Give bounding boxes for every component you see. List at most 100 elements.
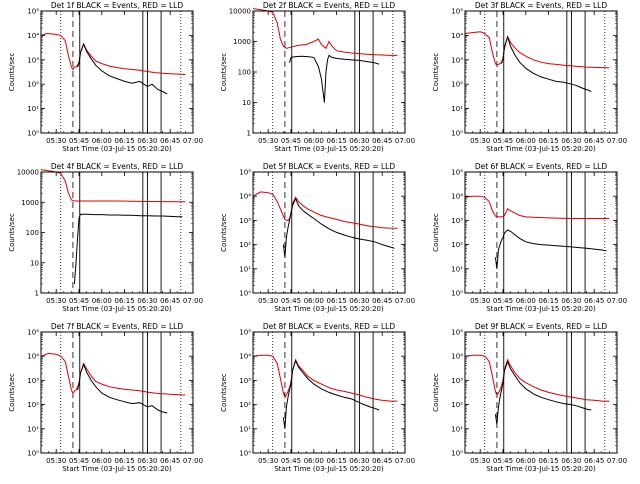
x-tick-label: 05:30 [470, 297, 490, 305]
x-tick-label: 05:30 [46, 297, 66, 305]
y-tick-label: 1 [35, 290, 39, 298]
y-tick-label: 10³ [451, 217, 463, 225]
x-tick-label: 05:30 [46, 137, 66, 145]
x-tick-label: 06:00 [516, 297, 536, 305]
y-tick-label: 10⁵ [451, 169, 463, 177]
events-series-line [77, 363, 168, 414]
events-series-line [501, 35, 592, 92]
y-tick-label: 10⁵ [451, 329, 463, 337]
panel-title: Det 4f BLACK = Events, RED = LLD [51, 162, 184, 171]
x-tick-label: 05:45 [493, 137, 513, 145]
x-tick-label: 06:30 [349, 457, 369, 465]
y-axis-label: Counts/sec [220, 213, 228, 252]
plot-frame [252, 171, 406, 294]
x-tick-label: 07:00 [607, 297, 627, 305]
x-tick-label: 07:00 [607, 457, 627, 465]
y-tick-label: 10⁰ [451, 290, 463, 298]
x-tick-label: 07:00 [395, 137, 415, 145]
y-tick-label: 10³ [239, 377, 251, 385]
detector-panel: Det 5f BLACK = Events, RED = LLD 05:30 05:… [220, 162, 415, 313]
detector-panel: Det 3f BLACK = Events, RED = LLD 05:30 05:… [432, 1, 627, 153]
x-axis-label: Start Time (03-Jul-15 05:20:20) [274, 465, 384, 473]
x-tick-label: 06:15 [539, 457, 559, 465]
y-tick-label: 10 [242, 99, 251, 107]
lld-series-line [464, 354, 610, 402]
panel-title: Det 7f BLACK = Events, RED = LLD [51, 322, 184, 331]
y-tick-label: 10⁰ [27, 130, 39, 138]
x-tick-label: 06:00 [516, 137, 536, 145]
x-tick-label: 05:45 [493, 297, 513, 305]
plot-frame [464, 171, 618, 294]
panel-title: Det 9f BLACK = Events, RED = LLD [475, 322, 608, 331]
x-tick-label: 06:15 [539, 137, 559, 145]
y-tick-label: 10² [27, 81, 39, 89]
lld-series-line [252, 191, 398, 229]
y-tick-label: 10⁴ [451, 32, 463, 40]
y-tick-label: 10⁰ [239, 290, 251, 298]
x-tick-label: 06:30 [349, 137, 369, 145]
events-series-line [282, 359, 380, 429]
y-tick-label: 10¹ [451, 105, 463, 113]
x-tick-label: 07:00 [183, 137, 203, 145]
y-tick-label: 10² [451, 81, 463, 89]
x-tick-label: 06:30 [137, 457, 157, 465]
events-series-line [73, 213, 183, 284]
lld-series-line [40, 352, 186, 396]
x-tick-label: 05:45 [69, 457, 89, 465]
x-tick-label: 06:45 [584, 457, 604, 465]
panel-title: Det 3f BLACK = Events, RED = LLD [475, 1, 608, 10]
y-tick-label: 10¹ [451, 265, 463, 273]
lld-series-line [40, 169, 186, 203]
detector-panel: Det 9f BLACK = Events, RED = LLD 05:30 05:… [432, 322, 627, 473]
x-tick-label: 06:45 [372, 457, 392, 465]
plot-frame [464, 331, 618, 454]
y-tick-label: 10⁴ [27, 353, 39, 361]
plot-frame [252, 10, 406, 134]
events-series-line [494, 360, 592, 425]
x-tick-label: 06:15 [539, 297, 559, 305]
y-tick-label: 10² [451, 401, 463, 409]
y-tick-label: 10⁰ [239, 450, 251, 458]
x-tick-label: 06:00 [516, 457, 536, 465]
x-tick-label: 06:30 [561, 457, 581, 465]
x-axis-label: Start Time (03-Jul-15 05:20:20) [62, 305, 172, 313]
y-tick-label: 10000 [229, 8, 251, 16]
x-tick-label: 06:45 [160, 457, 180, 465]
panel-title: Det 2f BLACK = Events, RED = LLD [263, 1, 396, 10]
x-tick-label: 06:45 [372, 137, 392, 145]
y-axis-label: Counts/sec [432, 213, 440, 252]
x-tick-label: 07:00 [395, 457, 415, 465]
panel-title: Det 1f BLACK = Events, RED = LLD [51, 1, 184, 10]
x-tick-label: 06:45 [160, 297, 180, 305]
y-tick-label: 10³ [451, 56, 463, 64]
y-axis-label: Counts/sec [8, 53, 16, 92]
x-tick-label: 06:15 [115, 137, 135, 145]
events-series-line [289, 54, 380, 103]
x-tick-label: 05:30 [46, 457, 66, 465]
x-axis-label: Start Time (03-Jul-15 05:20:20) [486, 465, 596, 473]
y-tick-label: 10⁰ [27, 450, 39, 458]
x-tick-label: 05:45 [69, 137, 89, 145]
x-axis-label: Start Time (03-Jul-15 05:20:20) [486, 145, 596, 153]
x-tick-label: 06:30 [137, 297, 157, 305]
panel-title: Det 8f BLACK = Events, RED = LLD [263, 322, 396, 331]
y-tick-label: 10⁵ [239, 169, 251, 177]
y-tick-label: 10⁴ [239, 353, 251, 361]
y-tick-label: 10⁵ [451, 8, 463, 16]
x-tick-label: 06:15 [327, 137, 347, 145]
x-tick-label: 06:45 [584, 137, 604, 145]
y-tick-label: 10² [451, 241, 463, 249]
y-axis-label: Counts/sec [220, 53, 228, 92]
y-tick-label: 10 [30, 259, 39, 267]
x-tick-label: 06:45 [372, 297, 392, 305]
x-tick-label: 06:15 [115, 297, 135, 305]
panel-title: Det 6f BLACK = Events, RED = LLD [475, 162, 608, 171]
x-tick-label: 06:30 [561, 137, 581, 145]
plot-frame [464, 10, 618, 134]
x-tick-label: 06:30 [137, 137, 157, 145]
x-axis-label: Start Time (03-Jul-15 05:20:20) [274, 145, 384, 153]
x-axis-label: Start Time (03-Jul-15 05:20:20) [62, 145, 172, 153]
plot-frame [40, 331, 194, 454]
